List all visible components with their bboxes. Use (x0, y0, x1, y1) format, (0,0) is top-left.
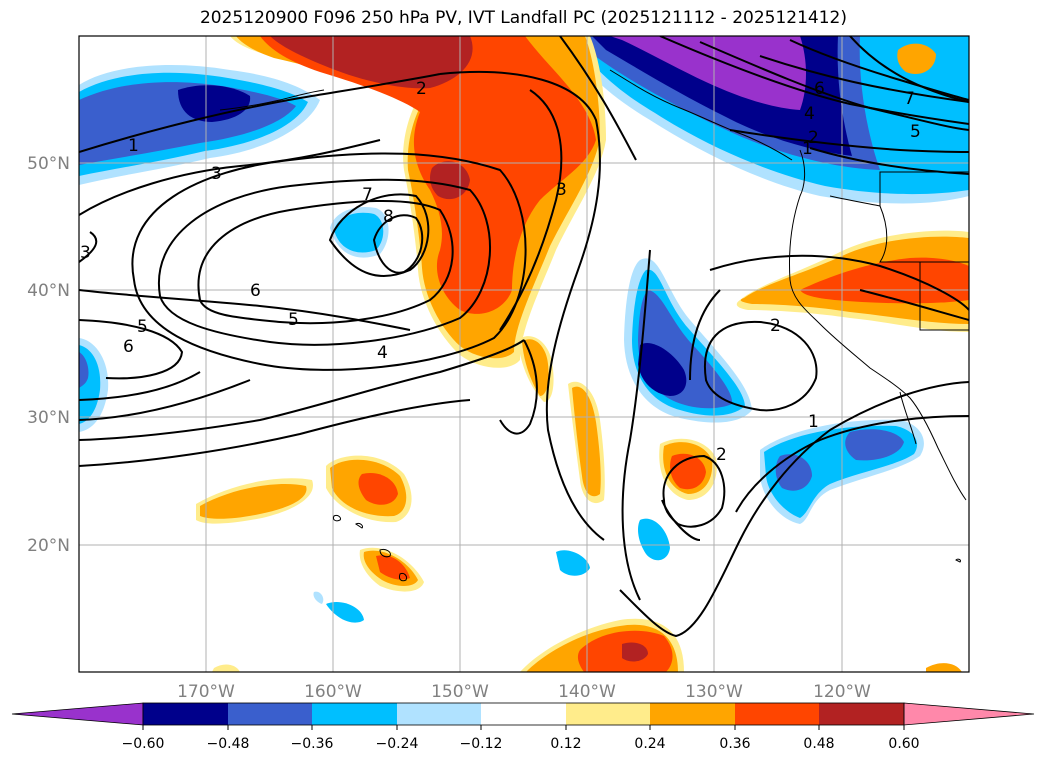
contour-label: 4 (377, 343, 388, 363)
contour-label: 3 (80, 243, 91, 263)
pv-contours (79, 36, 969, 638)
lon-tick-label: 150°W (431, 682, 489, 702)
colorbar-tick-label: 0.48 (803, 736, 834, 752)
contour-label: 1 (802, 139, 813, 159)
lat-tick-label: 50°N (27, 154, 70, 174)
contour-label: 5 (137, 317, 148, 337)
colorbar-tick-label: −0.48 (207, 736, 250, 752)
contour-label: 5 (288, 310, 299, 330)
lat-axis: 50°N 40°N 30°N 20°N (27, 154, 70, 556)
contour-label: 1 (128, 136, 139, 156)
lon-tick-label: 170°W (177, 682, 235, 702)
contour-label: 7 (904, 89, 915, 109)
contour-label: 2 (808, 128, 819, 148)
colorbar-tick-label: 0.24 (634, 736, 665, 752)
map-frame (78, 35, 970, 673)
contour-labels: 1 2 3 4 5 6 7 8 3 6 7 5 4 2 1 2 1 3 5 6 … (80, 79, 921, 465)
colorbar-tick-label: 0.12 (550, 736, 581, 752)
colorbar-extend-right (903, 702, 1035, 726)
colorbar-segment (312, 703, 397, 725)
colorbar-tick-label: 0.36 (719, 736, 750, 752)
contour-label: 6 (250, 281, 261, 301)
lon-tick-label: 140°W (558, 682, 616, 702)
lon-tick-label: 160°W (304, 682, 362, 702)
contour-label: 5 (910, 122, 921, 142)
lon-tick-label: 120°W (813, 682, 871, 702)
colorbar-segment (143, 703, 228, 725)
colorbar-segment (735, 703, 819, 725)
colorbar-tick-label: −0.36 (291, 736, 334, 752)
lat-tick-label: 40°N (27, 281, 70, 301)
contour-label: 6 (123, 337, 134, 357)
coastlines (219, 69, 969, 582)
contour-label: 1 (808, 412, 819, 432)
lon-tick-label: 130°W (685, 682, 743, 702)
map-title: 2025120900 F096 250 hPa PV, IVT Landfall… (199, 8, 847, 28)
contour-label: 6 (814, 79, 825, 99)
colorbar-segment (481, 703, 566, 725)
colorbar-segment (650, 703, 735, 725)
lon-axis: 170°W 160°W 150°W 140°W 130°W 120°W (177, 682, 871, 702)
colorbar-extend-left (11, 702, 144, 726)
colorbar-tick-label: 0.60 (888, 736, 919, 752)
colorbar: −0.60 −0.48 −0.36 −0.24 −0.12 0.12 0.24 … (11, 702, 1035, 752)
contour-label: 2 (416, 79, 427, 99)
contour-label: 4 (804, 104, 815, 124)
colorbar-tick-label: −0.60 (122, 736, 165, 752)
lat-tick-label: 20°N (27, 536, 70, 556)
colorbar-segment (819, 703, 904, 725)
contour-label: 7 (362, 185, 373, 205)
colorbar-segment (397, 703, 481, 725)
colorbar-tick-label: −0.24 (376, 736, 419, 752)
contour-label: 8 (383, 207, 394, 227)
colorbar-segment (566, 703, 650, 725)
colorbar-tick-label: −0.12 (460, 736, 503, 752)
contour-label: 2 (716, 445, 727, 465)
contour-label: 3 (556, 180, 567, 200)
colorbar-segment (228, 703, 312, 725)
contour-label: 3 (211, 164, 222, 184)
contour-label: 2 (770, 316, 781, 336)
lat-tick-label: 30°N (27, 408, 70, 428)
